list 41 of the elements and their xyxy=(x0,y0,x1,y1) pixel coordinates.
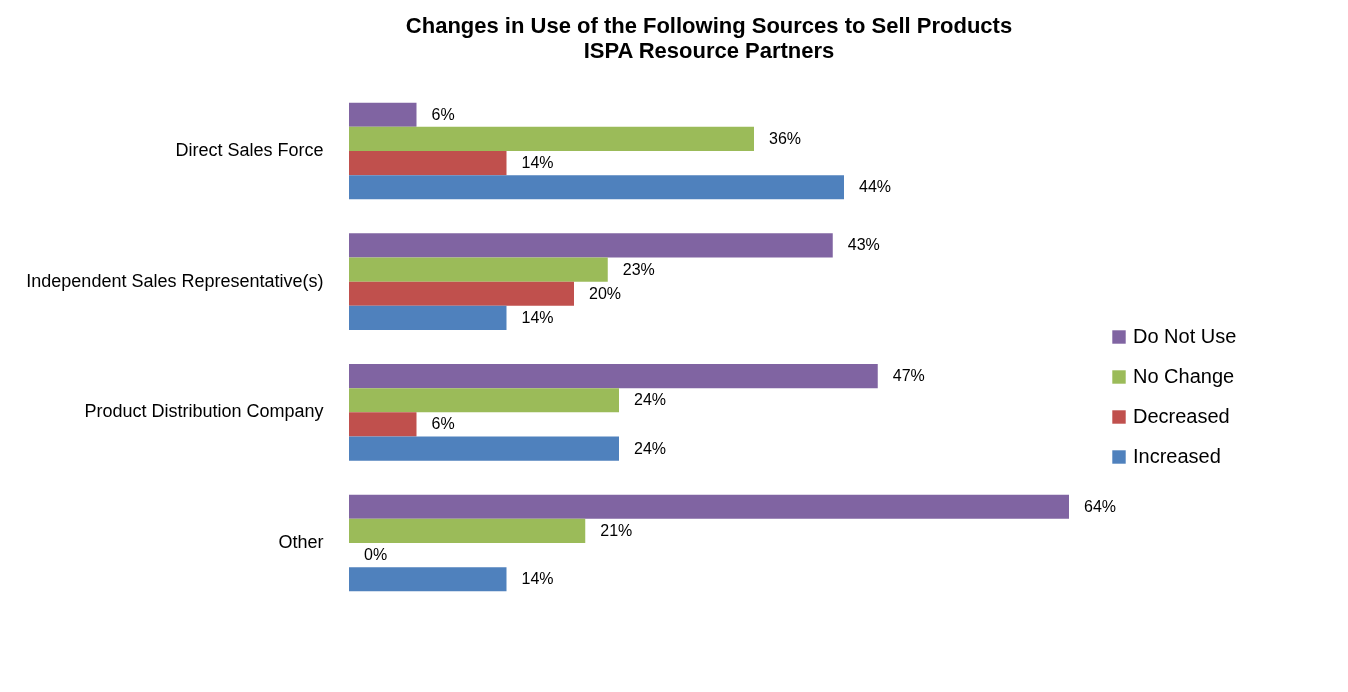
bar xyxy=(349,257,608,282)
y-tick-label: Independent Sales Representative(s) xyxy=(26,270,324,291)
legend-label: Increased xyxy=(1133,445,1221,467)
bar xyxy=(349,567,507,592)
bar xyxy=(349,233,833,258)
data-label: 6% xyxy=(431,105,455,123)
data-label: 21% xyxy=(600,521,633,539)
data-label: 43% xyxy=(847,236,880,254)
data-label: 36% xyxy=(769,129,802,147)
data-label: 6% xyxy=(431,415,455,433)
data-label: 24% xyxy=(634,391,667,409)
data-label: 14% xyxy=(521,154,554,172)
data-label: 47% xyxy=(892,367,925,385)
bar xyxy=(349,436,619,461)
data-label: 14% xyxy=(521,308,554,326)
data-label: 64% xyxy=(1084,497,1117,515)
bar xyxy=(349,281,574,306)
bar xyxy=(349,494,1069,519)
bar xyxy=(349,388,619,413)
legend-label: No Change xyxy=(1133,365,1235,387)
y-tick-label: Product Distribution Company xyxy=(84,401,324,422)
legend-label: Decreased xyxy=(1133,405,1230,427)
bar xyxy=(349,412,417,437)
bar xyxy=(349,102,417,127)
data-label: 44% xyxy=(859,178,892,196)
chart-title: Changes in Use of the Following Sources to Sell Products xyxy=(405,13,1013,38)
bar xyxy=(349,518,586,543)
bar xyxy=(349,305,507,331)
chart-subtitle: ISPA Resource Partners xyxy=(583,38,835,63)
bar xyxy=(349,175,844,200)
data-label: 24% xyxy=(634,439,667,457)
data-label: 23% xyxy=(622,260,655,278)
y-tick-label: Direct Sales Force xyxy=(175,140,324,161)
data-label: 20% xyxy=(589,284,622,302)
y-tick-label: Other xyxy=(278,531,324,552)
data-label: 14% xyxy=(521,570,554,588)
data-label: 0% xyxy=(364,546,388,564)
bar xyxy=(349,363,878,389)
bar xyxy=(349,126,754,152)
legend-label: Do Not Use xyxy=(1133,325,1237,347)
bar xyxy=(349,151,507,176)
